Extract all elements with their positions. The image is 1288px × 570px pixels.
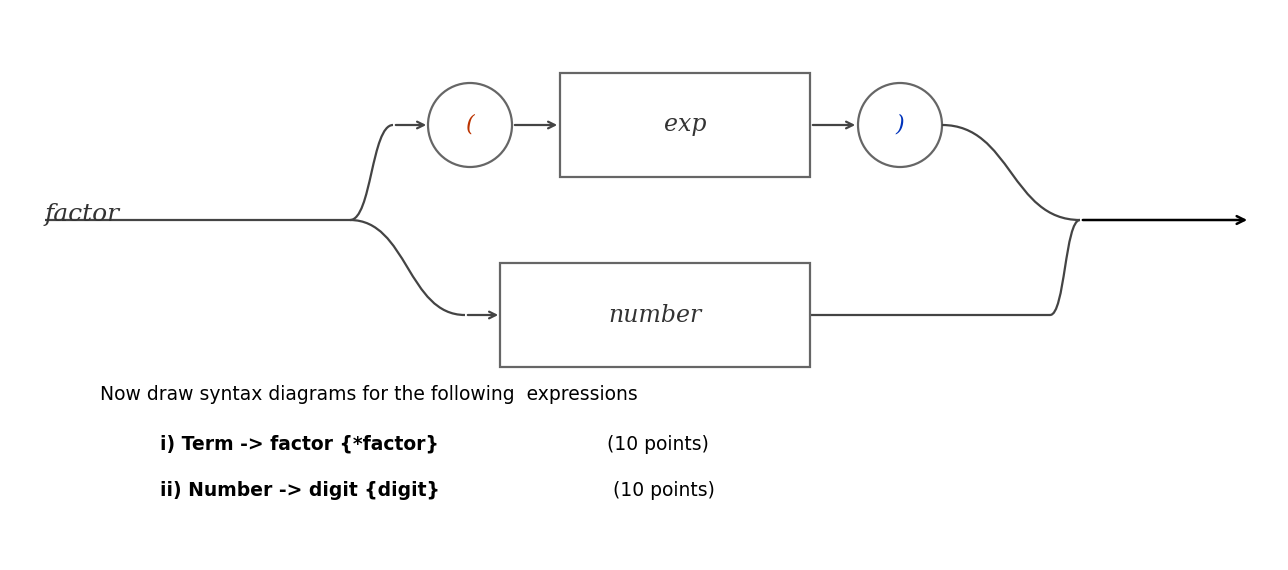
Text: ): ) xyxy=(895,114,904,136)
Text: exp: exp xyxy=(663,113,706,136)
FancyBboxPatch shape xyxy=(500,263,810,367)
Text: factor: factor xyxy=(45,203,120,226)
Text: ii) Number -> digit {digit}: ii) Number -> digit {digit} xyxy=(160,481,439,500)
Text: (: ( xyxy=(466,114,474,136)
Text: i) Term -> factor {*factor}: i) Term -> factor {*factor} xyxy=(160,435,439,454)
Text: number: number xyxy=(608,303,702,327)
FancyBboxPatch shape xyxy=(560,73,810,177)
Text: (10 points): (10 points) xyxy=(595,481,715,500)
Text: Now draw syntax diagrams for the following  expressions: Now draw syntax diagrams for the followi… xyxy=(100,385,638,404)
Text: (10 points): (10 points) xyxy=(595,435,708,454)
